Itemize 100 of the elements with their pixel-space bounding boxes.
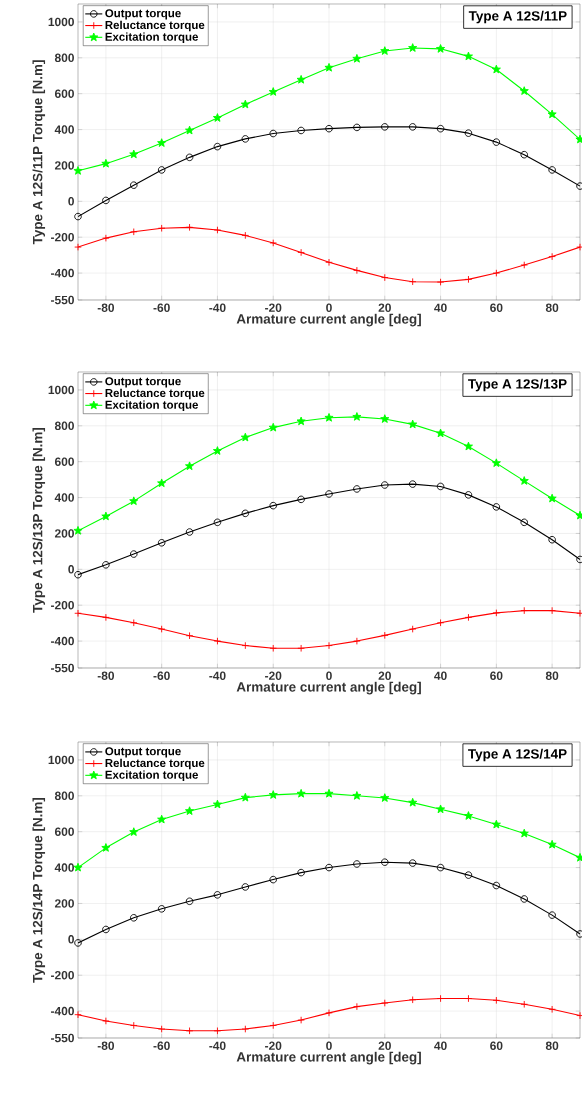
x-tick-label: 60 bbox=[490, 303, 503, 312]
x-tick-label: -40 bbox=[209, 671, 226, 680]
point bbox=[241, 135, 250, 143]
point bbox=[212, 113, 222, 122]
point bbox=[408, 797, 418, 807]
y-tick-label: 200 bbox=[54, 161, 74, 170]
point bbox=[464, 994, 473, 1003]
point bbox=[408, 419, 418, 429]
point bbox=[297, 868, 305, 877]
point bbox=[548, 252, 556, 261]
point bbox=[130, 619, 138, 627]
y-tick-label: 0 bbox=[68, 197, 74, 206]
point bbox=[352, 412, 362, 421]
point bbox=[157, 478, 167, 488]
point bbox=[548, 166, 556, 174]
point bbox=[157, 224, 166, 232]
point bbox=[102, 196, 110, 205]
legend-label: Excitation torque bbox=[105, 400, 198, 412]
point bbox=[74, 570, 82, 579]
point bbox=[296, 416, 306, 426]
point bbox=[491, 819, 501, 829]
point bbox=[381, 123, 389, 131]
point bbox=[130, 1021, 138, 1030]
point bbox=[408, 123, 417, 131]
point bbox=[212, 446, 222, 455]
point bbox=[353, 266, 361, 275]
point bbox=[324, 413, 334, 422]
point bbox=[212, 799, 222, 809]
point bbox=[268, 422, 278, 432]
point bbox=[185, 1027, 194, 1035]
point bbox=[381, 858, 389, 866]
point bbox=[576, 930, 582, 938]
point bbox=[130, 914, 138, 922]
point bbox=[185, 125, 195, 135]
point bbox=[380, 46, 390, 55]
point bbox=[240, 432, 250, 442]
point bbox=[353, 637, 361, 645]
y-axis-title: Type A 12S/11P Torque [N.m] bbox=[32, 60, 46, 245]
point bbox=[547, 493, 557, 503]
x-tick-label: 60 bbox=[490, 1041, 503, 1050]
point bbox=[548, 911, 556, 919]
x-tick-label: 40 bbox=[434, 1041, 447, 1050]
x-tick-label: 20 bbox=[378, 671, 391, 680]
point bbox=[185, 153, 194, 162]
point bbox=[380, 793, 390, 802]
x-tick-label: -60 bbox=[153, 671, 170, 680]
y-tick-label: 600 bbox=[54, 827, 74, 836]
point bbox=[520, 1000, 528, 1009]
point bbox=[213, 226, 222, 234]
point bbox=[519, 86, 529, 95]
point bbox=[492, 503, 501, 511]
point bbox=[185, 528, 194, 536]
point bbox=[102, 613, 110, 622]
point bbox=[352, 791, 362, 800]
x-tick-label: -80 bbox=[97, 1041, 115, 1050]
point bbox=[241, 231, 250, 240]
point bbox=[408, 996, 417, 1004]
point bbox=[381, 273, 389, 282]
point bbox=[436, 863, 445, 872]
point bbox=[353, 485, 361, 493]
y-tick-label: 400 bbox=[54, 493, 74, 502]
point bbox=[520, 895, 528, 903]
point bbox=[548, 606, 556, 615]
point bbox=[381, 999, 389, 1007]
point bbox=[241, 641, 250, 650]
x-tick-label: 40 bbox=[434, 671, 447, 680]
y-tick-label: 1000 bbox=[48, 755, 74, 765]
x-axis-title: Armature current angle [deg] bbox=[236, 1051, 421, 1065]
point bbox=[491, 64, 501, 74]
y-tick-label: 800 bbox=[54, 791, 74, 801]
point bbox=[213, 142, 222, 151]
point bbox=[381, 481, 389, 489]
legend-label: Output torque bbox=[105, 747, 181, 758]
point bbox=[491, 458, 501, 468]
point bbox=[492, 269, 501, 277]
x-tick-label: 80 bbox=[545, 303, 559, 312]
y-tick-label: -550 bbox=[51, 663, 74, 673]
point bbox=[436, 428, 446, 438]
x-tick-label: 0 bbox=[326, 1041, 332, 1050]
point bbox=[130, 228, 138, 236]
point bbox=[241, 509, 250, 518]
point bbox=[408, 859, 417, 867]
point bbox=[157, 166, 166, 174]
point bbox=[576, 243, 582, 251]
point bbox=[463, 441, 473, 451]
y-tick-label: 200 bbox=[54, 899, 74, 908]
point bbox=[353, 860, 361, 868]
point bbox=[129, 827, 139, 836]
point bbox=[157, 1025, 166, 1033]
y-tick-label: 200 bbox=[54, 529, 74, 538]
point bbox=[213, 637, 222, 645]
point bbox=[102, 561, 110, 569]
x-tick-label: 60 bbox=[490, 671, 503, 680]
point bbox=[297, 644, 305, 653]
point bbox=[213, 518, 222, 527]
point bbox=[213, 1027, 222, 1035]
x-tick-label: 0 bbox=[326, 671, 332, 680]
chart-title: Type A 12S/14P bbox=[468, 748, 567, 762]
y-tick-label: -200 bbox=[51, 970, 74, 980]
y-tick-label: 400 bbox=[54, 125, 74, 134]
